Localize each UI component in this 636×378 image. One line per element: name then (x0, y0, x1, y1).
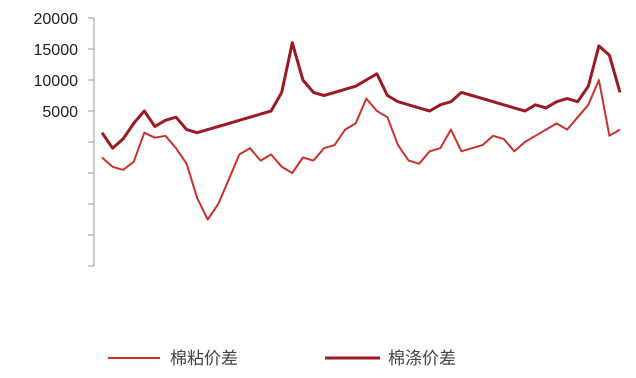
series-layer (100, 41, 622, 221)
legend: 棉粘价差 棉涤价差 (108, 349, 456, 369)
y-axis: 20000 15000 10000 5000 (34, 11, 95, 267)
y-tick-label: 15000 (34, 42, 79, 59)
y-tick-label: 20000 (34, 11, 79, 28)
y-tick-label: 10000 (34, 73, 79, 90)
series-line-cotton-viscose (101, 79, 621, 221)
y-tick-label: 5000 (42, 104, 78, 121)
legend-label-cotton-viscose: 棉粘价差 (170, 349, 238, 369)
series-line-cotton-polyester (100, 41, 622, 150)
legend-label-cotton-polyester: 棉涤价差 (388, 349, 456, 369)
